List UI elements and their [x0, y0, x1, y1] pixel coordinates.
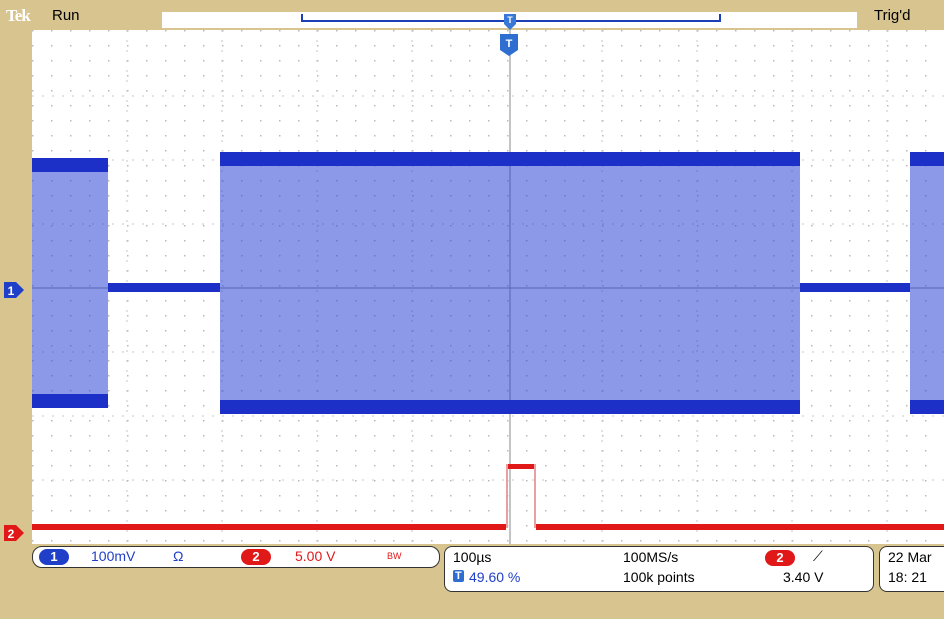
ch1-coupling-icon: Ω [173, 548, 184, 564]
ch2-scale: 5.00 V [295, 548, 336, 564]
date-value: 22 Mar [888, 549, 932, 565]
trigger-marker-label: T [507, 15, 513, 25]
waveform-display[interactable]: T [32, 30, 944, 544]
channel-readout[interactable]: 1 100mV Ω 2 5.00 V BW [32, 546, 440, 568]
trigger-slope-icon: ⟋ [813, 548, 823, 564]
trigger-point-label: T [506, 38, 513, 50]
acquisition-state: Run [52, 7, 80, 24]
ch2-waveform [32, 464, 944, 530]
ch1-scale: 100mV [91, 548, 136, 564]
timebase-value: 100µs [453, 549, 492, 565]
trigger-level: 3.40 V [783, 569, 824, 585]
trigger-source-badge: 2 [765, 550, 795, 566]
trigger-status: Trig'd [874, 7, 911, 24]
waveform-canvas: T [32, 30, 944, 544]
ch1-waveform [32, 152, 944, 414]
ch2-marker-label: 2 [8, 527, 15, 541]
record-length: 100k points [623, 569, 695, 585]
trigger-position-value: 49.60 % [469, 569, 521, 585]
timebase-trigger-readout[interactable]: 100µs T 49.60 % 100MS/s 100k points 2 ⟋ … [444, 546, 874, 592]
tek-logo: Tek [6, 6, 31, 25]
sample-rate: 100MS/s [623, 549, 679, 565]
ch2-ground-marker[interactable]: 2 [0, 524, 30, 542]
ch1-marker-label: 1 [8, 284, 15, 298]
trigger-position-marker-top[interactable]: T [503, 12, 517, 30]
date-time-readout: 22 Mar 18: 21 [879, 546, 944, 592]
status-bar: Tek Run T Trig'd [0, 0, 944, 30]
readout-panel: 1 100mV Ω 2 5.00 V BW 100µs T 49.60 % 10… [0, 544, 944, 619]
trigger-position-icon: T [453, 570, 464, 582]
ch1-badge: 1 [39, 549, 69, 565]
ch1-ground-marker[interactable]: 1 [0, 281, 30, 299]
time-value: 18: 21 [888, 569, 927, 585]
ch2-badge: 2 [241, 549, 271, 565]
bandwidth-limit-icon: BW [387, 551, 402, 561]
trigger-point-marker[interactable]: T [500, 34, 518, 56]
